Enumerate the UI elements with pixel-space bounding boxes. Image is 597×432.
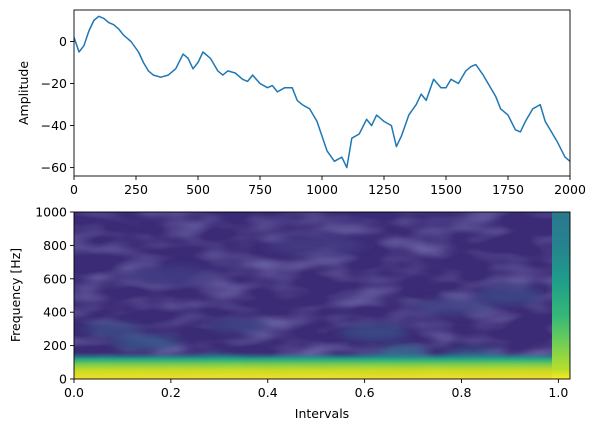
amplitude-y-axis: 0 −20 −40 −60 [41,34,74,175]
spectrogram-cell [340,323,409,341]
y-tick-label: −20 [41,76,67,91]
x-tick-label: 1000 [306,182,338,197]
x-tick-label: 750 [248,182,272,197]
spectrogram-cell [209,318,268,333]
y-tick-label: 400 [43,305,67,320]
y-tick-label: 0 [59,34,67,49]
spectrogram-cell [127,265,215,286]
x-tick-label: 1.0 [548,385,568,400]
x-tick-label: 500 [186,182,210,197]
x-tick-label: 250 [124,182,148,197]
spectrogram-edge-column [552,212,570,379]
y-tick-label: 0 [59,372,67,387]
spectrogram-plot: 0.0 0.2 0.4 0.6 0.8 1.0 0 200 400 600 800 1000 Int… [8,205,571,421]
spectrogram-cell [112,335,181,349]
spectrogram-y-axis-label: Frequency [Hz] [8,248,23,342]
y-tick-label: 600 [43,271,67,286]
spectrogram-cell [476,285,544,306]
spectrogram-x-axis-label: Intervals [295,406,349,421]
x-tick-label: 1750 [492,182,524,197]
spectrogram-cell [267,235,365,256]
amplitude-y-axis-label: Amplitude [16,61,31,125]
spectrogram-cell [413,298,491,316]
x-tick-label: 0 [70,182,78,197]
y-tick-label: −60 [41,160,67,175]
y-tick-label: 800 [43,238,67,253]
x-tick-label: 0.6 [355,385,375,400]
x-tick-label: 1500 [430,182,462,197]
y-tick-label: 1000 [35,205,67,220]
spectrogram-y-axis: 0 200 400 600 800 1000 [35,205,74,387]
spectrogram-low-frequency-band [74,352,554,379]
x-tick-label: 1250 [368,182,400,197]
x-tick-label: 2000 [554,182,586,197]
amplitude-plot: 0 250 500 750 1000 1250 1500 1750 2000 0 −20 −40 −6… [16,9,586,197]
x-tick-label: 0.0 [64,385,84,400]
amplitude-series-line [74,15,570,169]
x-tick-label: 0.2 [161,385,181,400]
y-tick-label: −40 [41,118,67,133]
spectrogram-cell [83,322,142,336]
x-tick-label: 0.8 [452,385,472,400]
amplitude-x-axis: 0 250 500 750 1000 1250 1500 1750 2000 [70,176,586,197]
spectrogram-plot-frame [73,211,571,380]
spectrogram-x-axis: 0.0 0.2 0.4 0.6 0.8 1.0 [64,379,568,400]
y-tick-label: 200 [43,338,67,353]
x-tick-label: 0.4 [258,385,278,400]
